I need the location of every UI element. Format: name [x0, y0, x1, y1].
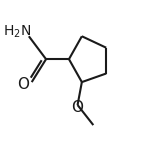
Text: O: O — [72, 100, 83, 115]
Text: H$_2$N: H$_2$N — [3, 24, 31, 40]
Text: O: O — [17, 77, 29, 92]
